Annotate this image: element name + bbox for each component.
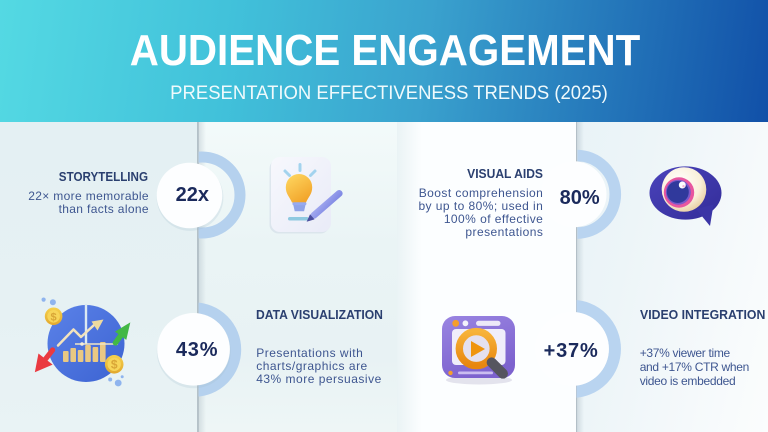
svg-text:$: $ [51, 311, 57, 323]
svg-text:$: $ [111, 358, 118, 372]
